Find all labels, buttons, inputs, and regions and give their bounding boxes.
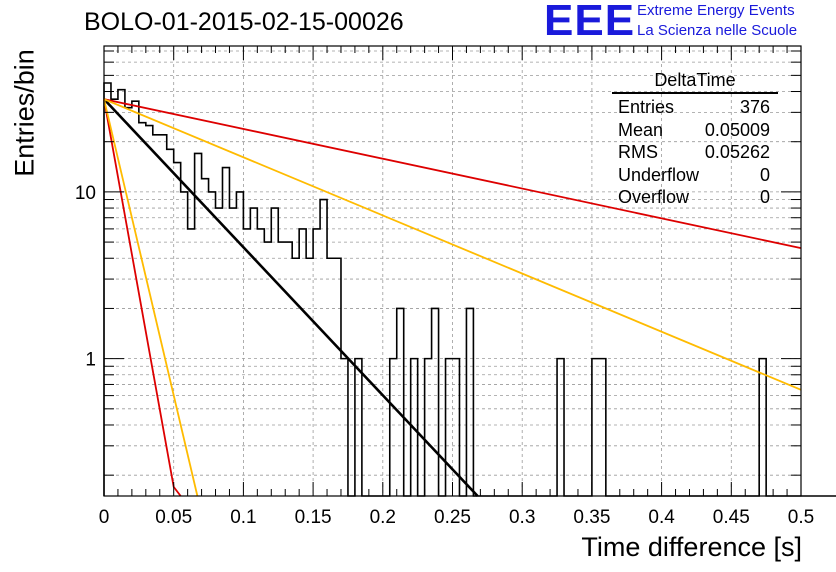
eee-logo-line2: La Scienza nelle Scuole	[637, 22, 798, 39]
fit-line	[103, 98, 802, 391]
x-tick-label: 0.25	[434, 507, 471, 528]
stats-label: Overflow	[618, 187, 690, 207]
x-tick-label: 0.15	[295, 507, 332, 528]
y-axis-label-box: Entries/bin	[10, 46, 40, 180]
histogram-series	[103, 82, 836, 497]
fit-line	[103, 98, 802, 250]
x-tick-label: 0.5	[788, 507, 814, 528]
x-axis-label: Time difference [s]	[581, 532, 802, 562]
chart-title: BOLO-01-2015-02-15-00026	[84, 8, 404, 36]
y-tick-label: 1	[85, 350, 96, 371]
x-tick-label: 0.35	[573, 507, 610, 528]
stats-label: Mean	[618, 119, 664, 140]
stats-label: Entries	[618, 97, 675, 117]
stats-box: DeltaTime Entries 376 Mean 0.05009 RMS 0…	[612, 70, 778, 209]
stats-row-entries: Entries 376	[612, 96, 778, 119]
x-tick-label: 0.4	[648, 507, 675, 528]
x-tick-label: 0.05	[155, 507, 192, 528]
y-axis-label: Entries/bin	[9, 49, 40, 177]
stats-row-mean: Mean 0.05009	[612, 119, 778, 142]
stats-value: 0	[759, 164, 770, 185]
stats-value: 0.05262	[704, 142, 770, 162]
x-tick-label: 0.1	[230, 507, 256, 528]
stats-title: DeltaTime	[612, 70, 778, 94]
x-tick-label: 0.2	[370, 507, 396, 528]
eee-logo-line1: Extreme Energy Events	[637, 2, 795, 19]
stats-value: 0	[759, 187, 770, 207]
x-tick-label: 0	[99, 507, 110, 528]
stats-row-underflow: Underflow 0	[612, 164, 778, 187]
fit-line	[103, 98, 199, 497]
stats-label: Underflow	[618, 164, 700, 185]
stats-row-rms: RMS 0.05262	[612, 141, 778, 164]
eee-logo-mark: EEE	[544, 0, 636, 45]
stats-value: 0.05009	[704, 119, 770, 140]
stats-row-overflow: Overflow 0	[612, 186, 778, 209]
stats-label: RMS	[618, 142, 658, 162]
fit-line	[103, 98, 479, 497]
x-tick-label: 0.45	[713, 507, 750, 528]
y-tick-label: 10	[75, 183, 96, 204]
x-tick-label: 0.3	[509, 507, 535, 528]
stats-value: 376	[739, 97, 770, 117]
